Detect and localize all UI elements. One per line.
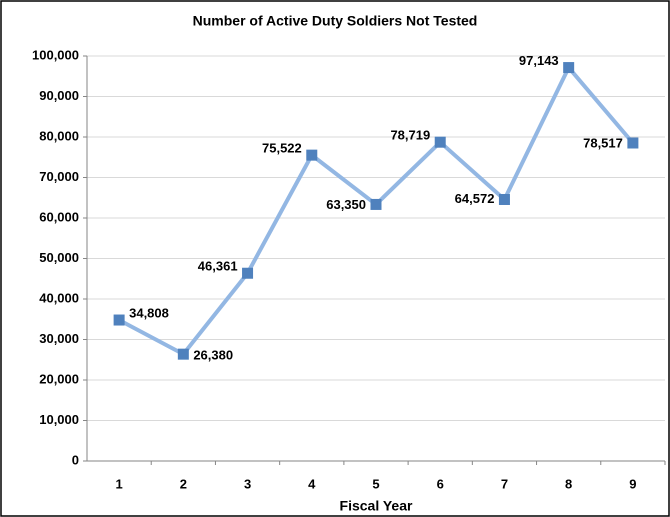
y-tick-label: 20,000 [39, 371, 79, 386]
x-tick-label: 5 [372, 476, 379, 491]
x-tick-label: 9 [629, 476, 636, 491]
y-tick-label: 10,000 [39, 412, 79, 427]
y-tick-label: 90,000 [39, 88, 79, 103]
x-tick-label: 7 [501, 476, 508, 491]
x-tick-label: 6 [437, 476, 444, 491]
data-label: 26,380 [193, 348, 233, 363]
x-tick-label: 2 [180, 476, 187, 491]
y-tick-label: 40,000 [39, 290, 79, 305]
marker [498, 193, 510, 205]
x-tick-label: 1 [115, 476, 122, 491]
y-tick-label: 60,000 [39, 209, 79, 224]
x-tick-label: 8 [565, 476, 572, 491]
marker [627, 137, 639, 149]
y-tick-label: 100,000 [32, 47, 79, 62]
marker [434, 136, 446, 148]
data-label: 63,350 [326, 197, 366, 212]
x-tick-label: 4 [308, 476, 316, 491]
marker [306, 149, 318, 161]
marker [563, 62, 575, 74]
marker [370, 198, 382, 210]
data-label: 46,361 [198, 259, 238, 274]
data-label: 34,808 [129, 305, 169, 320]
marker [177, 348, 189, 360]
data-label: 78,517 [583, 135, 623, 150]
y-tick-label: 50,000 [39, 250, 79, 265]
y-tick-label: 0 [72, 452, 79, 467]
x-axis-label: Fiscal Year [340, 498, 413, 514]
chart-title: Number of Active Duty Soldiers Not Teste… [193, 13, 478, 29]
data-label: 75,522 [262, 141, 302, 156]
data-label: 64,572 [455, 191, 495, 206]
y-tick-label: 70,000 [39, 169, 79, 184]
data-label: 97,143 [519, 53, 559, 68]
y-tick-label: 80,000 [39, 128, 79, 143]
marker [113, 314, 125, 326]
data-label: 78,719 [390, 128, 430, 143]
marker [242, 267, 254, 279]
y-tick-label: 30,000 [39, 331, 79, 346]
x-tick-label: 3 [244, 476, 251, 491]
